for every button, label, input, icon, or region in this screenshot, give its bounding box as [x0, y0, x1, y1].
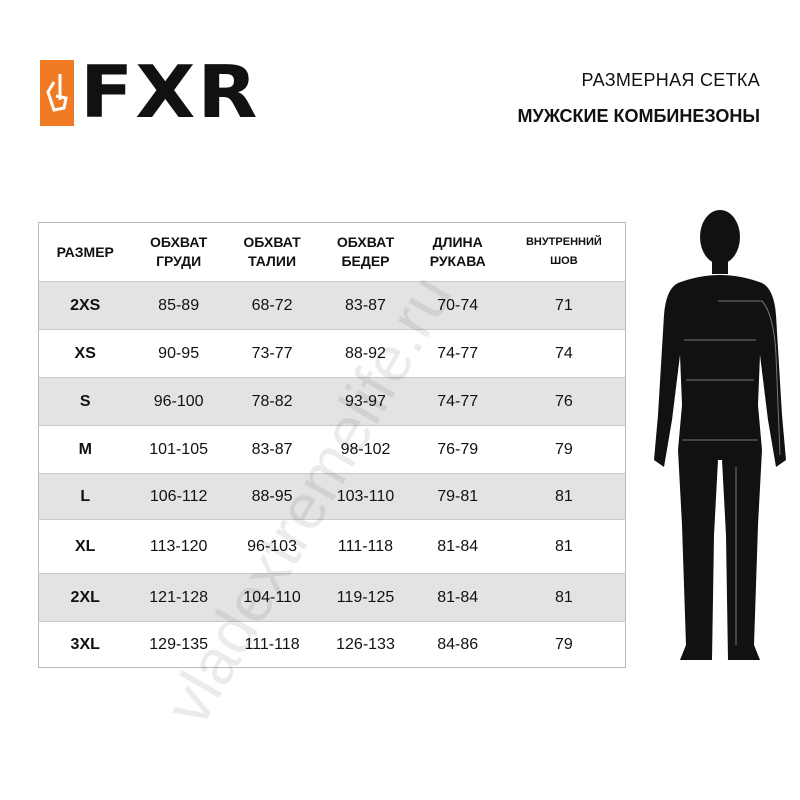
value-cell: 101-105: [131, 425, 226, 474]
fxr-logo: FXR: [40, 51, 260, 135]
table-header-row: РАЗМЕР ОБХВАТ ГРУДИ ОБХВАТ ТАЛИИ ОБХВАТ БЕДЕР Д…: [39, 223, 626, 282]
size-cell: L: [38, 473, 132, 520]
page-subtitle: МУЖСКИЕ КОМБИНЕЗОНЫ: [517, 106, 760, 126]
column-header: ОБХВАТ БЕДЕР: [336, 234, 395, 269]
value-cell: 98-102: [318, 425, 413, 474]
value-cell: 81: [502, 473, 626, 520]
column-header: ОБХВАТ ТАЛИИ: [243, 234, 301, 269]
column-header: РАЗМЕР: [56, 243, 114, 260]
value-cell: 111-118: [225, 621, 319, 668]
table-row: XL 113-120 96-103 111-118 81-84 81: [38, 519, 626, 574]
value-cell: 103-110: [318, 473, 413, 520]
size-cell: 3XL: [38, 621, 132, 668]
value-cell: 79: [502, 621, 626, 668]
value-cell: 78-82: [225, 377, 319, 426]
value-cell: 74: [502, 329, 626, 378]
column-header: ВНУТРЕННИЙ ШОВ: [525, 236, 602, 267]
value-cell: 104-110: [225, 573, 319, 622]
table-row: 2XS 85-89 68-72 83-87 70-74 71: [38, 281, 626, 330]
value-cell: 106-112: [131, 473, 226, 520]
table-row: L 106-112 88-95 103-110 79-81 81: [38, 473, 626, 520]
size-cell: S: [38, 377, 132, 426]
value-cell: 85-89: [131, 281, 226, 330]
size-cell: XL: [38, 519, 132, 574]
value-cell: 81: [502, 573, 626, 622]
value-cell: 88-92: [318, 329, 413, 378]
value-cell: 73-77: [225, 329, 319, 378]
logo-text: FXR: [80, 51, 260, 135]
table-row: 2XL 121-128 104-110 119-125 81-84 81: [38, 573, 626, 622]
value-cell: 79-81: [412, 473, 503, 520]
column-header: ОБХВАТ ГРУДИ: [149, 234, 208, 269]
size-cell: XS: [38, 329, 132, 378]
table-row: XS 90-95 73-77 88-92 74-77 74: [38, 329, 626, 378]
size-cell: M: [38, 425, 132, 474]
value-cell: 81-84: [412, 519, 503, 574]
size-cell: 2XL: [38, 573, 132, 622]
value-cell: 119-125: [318, 573, 413, 622]
value-cell: 93-97: [318, 377, 413, 426]
value-cell: 74-77: [412, 329, 503, 378]
body-silhouette: [654, 210, 786, 660]
size-cell: 2XS: [38, 281, 132, 330]
table-row: M 101-105 83-87 98-102 76-79 79: [38, 425, 626, 474]
value-cell: 84-86: [412, 621, 503, 668]
value-cell: 81-84: [412, 573, 503, 622]
size-table: РАЗМЕР ОБХВАТ ГРУДИ ОБХВАТ ТАЛИИ ОБХВАТ БЕДЕР Д…: [38, 222, 626, 668]
table-row: S 96-100 78-82 93-97 74-77 76: [38, 377, 626, 426]
value-cell: 83-87: [318, 281, 413, 330]
value-cell: 79: [502, 425, 626, 474]
value-cell: 71: [502, 281, 626, 330]
value-cell: 121-128: [131, 573, 226, 622]
value-cell: 129-135: [131, 621, 226, 668]
logo-mark-icon: [40, 60, 74, 126]
value-cell: 76: [502, 377, 626, 426]
value-cell: 96-103: [225, 519, 319, 574]
value-cell: 111-118: [318, 519, 413, 574]
value-cell: 68-72: [225, 281, 319, 330]
value-cell: 90-95: [131, 329, 226, 378]
value-cell: 74-77: [412, 377, 503, 426]
value-cell: 96-100: [131, 377, 226, 426]
value-cell: 81: [502, 519, 626, 574]
value-cell: 70-74: [412, 281, 503, 330]
page-title: РАЗМЕРНАЯ СЕТКА: [581, 70, 760, 90]
table-row: 3XL 129-135 111-118 126-133 84-86 79: [38, 621, 626, 668]
value-cell: 83-87: [225, 425, 319, 474]
value-cell: 126-133: [318, 621, 413, 668]
value-cell: 76-79: [412, 425, 503, 474]
column-header: ДЛИНА РУКАВА: [429, 234, 486, 269]
value-cell: 113-120: [131, 519, 226, 574]
value-cell: 88-95: [225, 473, 319, 520]
